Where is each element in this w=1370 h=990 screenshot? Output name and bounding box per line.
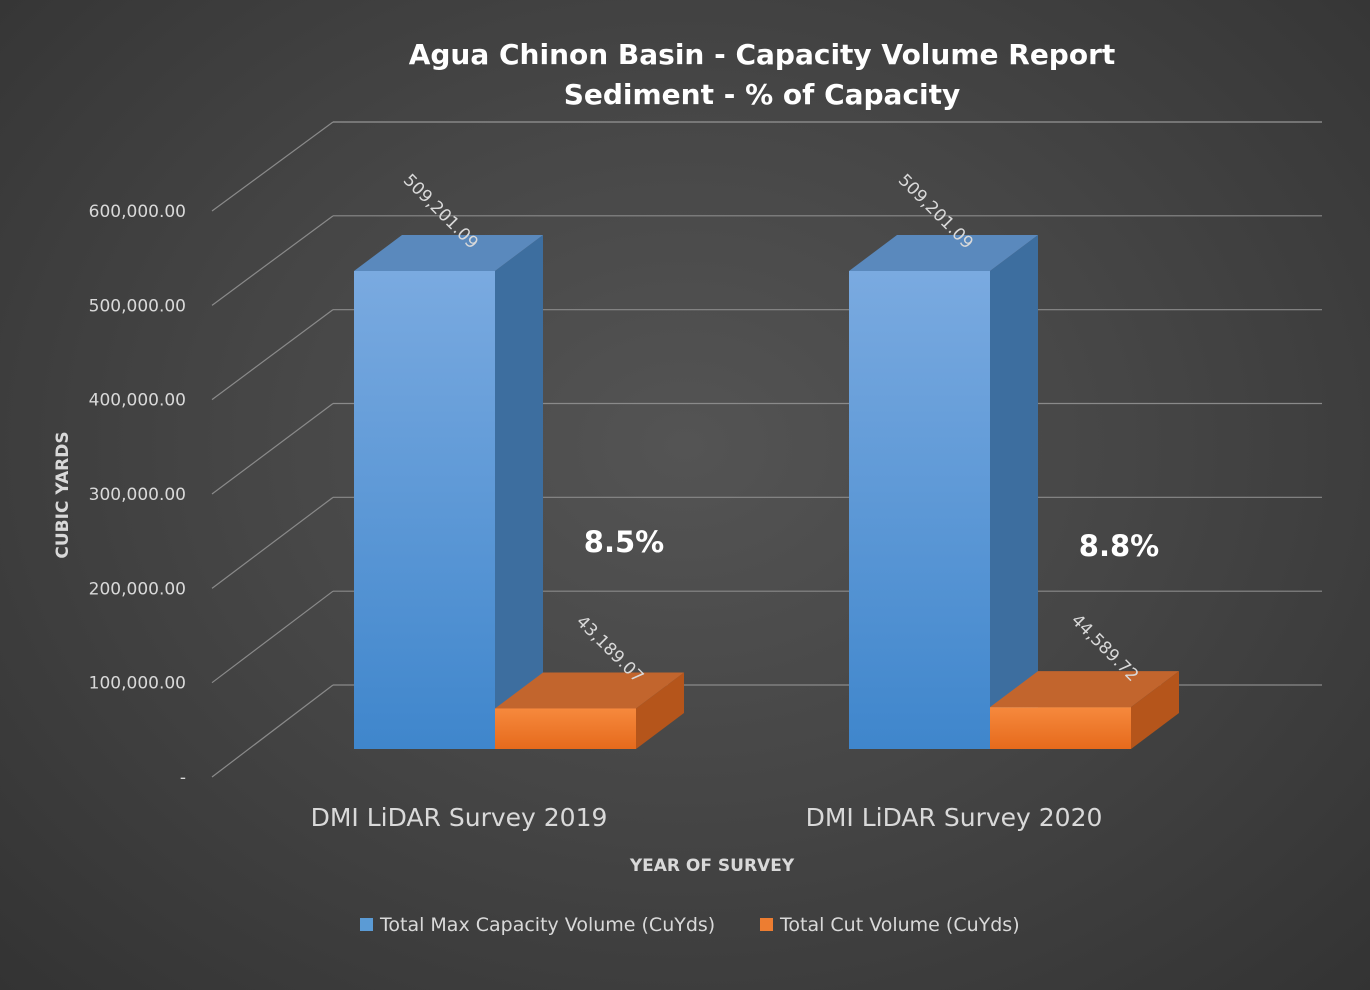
gridline-side xyxy=(211,684,334,778)
y-tick-label: - xyxy=(180,768,186,788)
y-tick-label: 200,000.00 xyxy=(89,579,186,599)
bar-front xyxy=(495,708,636,749)
y-tick-label: 400,000.00 xyxy=(89,391,186,411)
bar-top xyxy=(849,235,1038,271)
legend-swatch xyxy=(760,918,773,931)
x-axis-title: YEAR OF SURVEY xyxy=(629,856,795,876)
y-tick-label: 100,000.00 xyxy=(89,674,186,694)
y-axis-ticks: - 100,000.00 200,000.00 300,000.00 400,000.0… xyxy=(89,202,186,788)
legend-swatch xyxy=(360,918,373,931)
y-axis-title: CUBIC YARDS xyxy=(53,431,73,558)
legend: Total Max Capacity Volume (CuYds) Total C… xyxy=(360,914,1020,936)
bar-front xyxy=(990,707,1131,749)
bar-side xyxy=(990,235,1038,749)
gridline-side xyxy=(211,121,334,212)
y-tick-label: 600,000.00 xyxy=(89,202,186,222)
bar-capacity-1 xyxy=(354,235,543,749)
legend-label: Total Max Capacity Volume (CuYds) xyxy=(379,914,715,936)
x-category-label: DMI LiDAR Survey 2019 xyxy=(311,803,608,832)
bar-cut-2 xyxy=(990,671,1179,749)
chart-subtitle: Sediment - % of Capacity xyxy=(564,78,961,111)
gridline-side xyxy=(211,496,334,589)
bar-front xyxy=(849,271,990,749)
bar-side xyxy=(1131,671,1179,749)
chart-title: Agua Chinon Basin - Capacity Volume Repo… xyxy=(409,38,1116,71)
bar-side xyxy=(495,235,543,749)
bars xyxy=(354,235,1179,749)
gridline-side xyxy=(211,403,334,495)
bar-cut-1 xyxy=(495,672,684,749)
legend-item: Total Cut Volume (CuYds) xyxy=(760,914,1020,936)
bar-side xyxy=(636,672,684,749)
gridline-side xyxy=(211,215,334,306)
percent-annotation: 8.5% xyxy=(584,525,664,559)
bar-top xyxy=(990,671,1179,708)
x-category-label: DMI LiDAR Survey 2020 xyxy=(806,803,1103,832)
legend-label: Total Cut Volume (CuYds) xyxy=(779,914,1020,936)
x-axis-categories: DMI LiDAR Survey 2019 DMI LiDAR Survey 20… xyxy=(311,803,1103,832)
gridline-side xyxy=(211,590,334,684)
legend-item: Total Max Capacity Volume (CuYds) xyxy=(360,914,715,936)
y-tick-label: 500,000.00 xyxy=(89,296,186,316)
bar-capacity-2 xyxy=(849,235,1038,749)
bar-top xyxy=(354,235,543,271)
bar-front xyxy=(354,271,495,749)
gridline-top xyxy=(160,122,333,210)
gridline-side xyxy=(211,309,334,401)
bar-top xyxy=(495,672,684,709)
percent-annotation: 8.8% xyxy=(1079,529,1159,563)
y-tick-label: 300,000.00 xyxy=(89,485,186,505)
